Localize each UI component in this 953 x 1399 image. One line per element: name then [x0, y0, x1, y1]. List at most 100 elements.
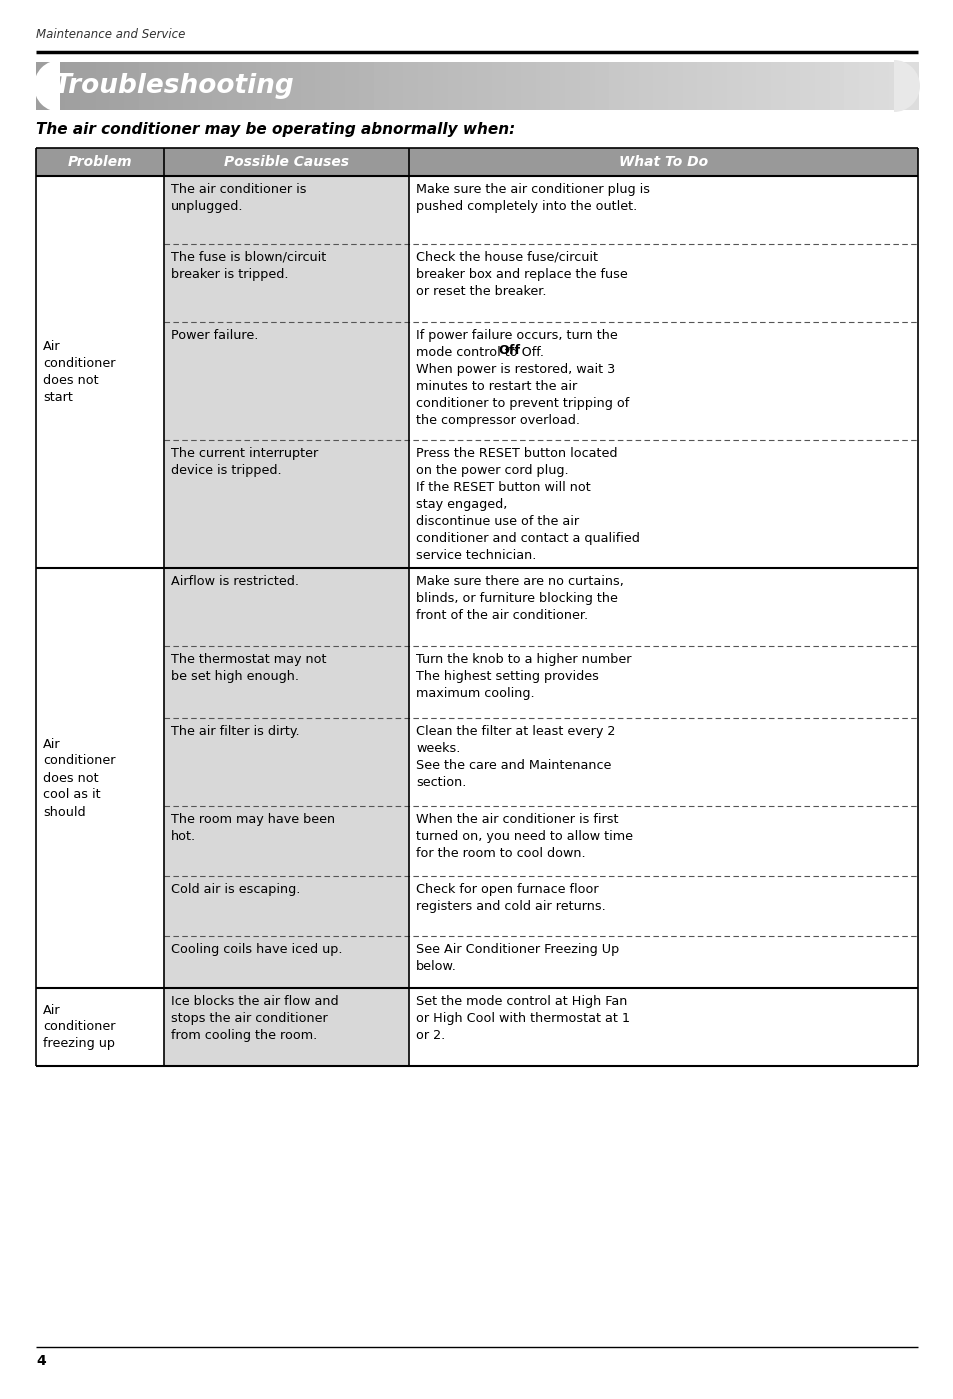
- Bar: [241, 62, 257, 111]
- Text: The air conditioner may be operating abnormally when:: The air conditioner may be operating abn…: [36, 122, 515, 137]
- Bar: [409, 876, 917, 936]
- Text: When the air conditioner is first
turned on, you need to allow time
for the room: When the air conditioner is first turned…: [416, 813, 633, 860]
- Bar: [374, 62, 390, 111]
- Circle shape: [36, 62, 84, 111]
- Bar: [36, 176, 164, 568]
- Text: Troubleshooting: Troubleshooting: [54, 73, 294, 99]
- Text: Airflow is restricted.: Airflow is restricted.: [171, 575, 298, 588]
- Bar: [873, 62, 888, 111]
- Text: The air conditioner is
unplugged.: The air conditioner is unplugged.: [171, 183, 306, 213]
- Text: See Air Conditioner Freezing Up
below.: See Air Conditioner Freezing Up below.: [416, 943, 618, 972]
- Wedge shape: [34, 60, 60, 85]
- Text: Make sure there are no curtains,
blinds, or furniture blocking the
front of the : Make sure there are no curtains, blinds,…: [416, 575, 623, 623]
- Bar: [770, 62, 786, 111]
- Bar: [110, 62, 125, 111]
- Bar: [168, 62, 184, 111]
- Bar: [271, 62, 287, 111]
- Bar: [315, 62, 331, 111]
- Bar: [164, 876, 409, 936]
- Bar: [843, 62, 860, 111]
- Bar: [164, 441, 409, 568]
- Text: Make sure the air conditioner plug is
pushed completely into the outlet.: Make sure the air conditioner plug is pu…: [416, 183, 649, 213]
- Text: Check for open furnace floor
registers and cold air returns.: Check for open furnace floor registers a…: [416, 883, 605, 914]
- Bar: [164, 806, 409, 876]
- Text: Cooling coils have iced up.: Cooling coils have iced up.: [171, 943, 342, 956]
- Text: Set the mode control at High Fan
or High Cool with thermostat at 1
or 2.: Set the mode control at High Fan or High…: [416, 995, 629, 1042]
- Text: The thermostat may not
be set high enough.: The thermostat may not be set high enoug…: [171, 653, 326, 683]
- Bar: [164, 568, 409, 646]
- Bar: [609, 62, 624, 111]
- Text: If power failure occurs, turn the
mode control to Off.
When power is restored, w: If power failure occurs, turn the mode c…: [416, 329, 629, 427]
- Text: Turn the knob to a higher number
The highest setting provides
maximum cooling.: Turn the knob to a higher number The hig…: [416, 653, 631, 700]
- Text: Air
conditioner
does not
cool as it
should: Air conditioner does not cool as it shou…: [43, 737, 115, 818]
- Bar: [550, 62, 566, 111]
- Bar: [829, 62, 844, 111]
- Bar: [740, 62, 757, 111]
- Bar: [164, 322, 409, 441]
- Text: Cold air is escaping.: Cold air is escaping.: [171, 883, 300, 895]
- Bar: [66, 62, 81, 111]
- Bar: [344, 62, 360, 111]
- Bar: [667, 62, 683, 111]
- Bar: [197, 62, 213, 111]
- Bar: [256, 62, 272, 111]
- Text: Maintenance and Service: Maintenance and Service: [36, 28, 185, 41]
- Bar: [51, 62, 67, 111]
- Bar: [447, 62, 463, 111]
- Bar: [153, 62, 169, 111]
- Bar: [536, 62, 551, 111]
- Bar: [409, 441, 917, 568]
- Bar: [164, 718, 409, 806]
- Bar: [902, 62, 918, 111]
- Bar: [66, 62, 81, 111]
- Bar: [409, 322, 917, 441]
- Bar: [726, 62, 741, 111]
- Bar: [183, 62, 198, 111]
- Bar: [124, 62, 140, 111]
- Text: What To Do: What To Do: [618, 155, 707, 169]
- Bar: [213, 62, 228, 111]
- Bar: [330, 62, 345, 111]
- Text: Ice blocks the air flow and
stops the air conditioner
from cooling the room.: Ice blocks the air flow and stops the ai…: [171, 995, 338, 1042]
- Bar: [462, 62, 477, 111]
- Bar: [682, 62, 698, 111]
- Text: Air
conditioner
freezing up: Air conditioner freezing up: [43, 1003, 115, 1051]
- Bar: [476, 62, 492, 111]
- Text: Air
conditioner
does not
start: Air conditioner does not start: [43, 340, 115, 404]
- Bar: [594, 62, 610, 111]
- Bar: [859, 62, 874, 111]
- Bar: [300, 62, 316, 111]
- Bar: [409, 243, 917, 322]
- Bar: [623, 62, 639, 111]
- Bar: [785, 62, 801, 111]
- Bar: [36, 568, 164, 988]
- Text: The fuse is blown/circuit
breaker is tripped.: The fuse is blown/circuit breaker is tri…: [171, 250, 326, 281]
- Bar: [359, 62, 375, 111]
- Bar: [887, 62, 903, 111]
- Bar: [409, 988, 917, 1066]
- Text: Power failure.: Power failure.: [171, 329, 258, 341]
- Bar: [36, 62, 51, 111]
- Bar: [286, 62, 301, 111]
- Text: Problem: Problem: [68, 155, 132, 169]
- Bar: [409, 568, 917, 646]
- Bar: [653, 62, 668, 111]
- Text: The room may have been
hot.: The room may have been hot.: [171, 813, 335, 844]
- Wedge shape: [893, 85, 919, 112]
- Bar: [36, 988, 164, 1066]
- Bar: [164, 936, 409, 988]
- Bar: [409, 176, 917, 243]
- Bar: [409, 936, 917, 988]
- Bar: [409, 806, 917, 876]
- Bar: [164, 988, 409, 1066]
- Bar: [520, 62, 537, 111]
- Bar: [164, 646, 409, 718]
- Bar: [491, 62, 507, 111]
- Bar: [433, 62, 448, 111]
- Bar: [36, 148, 164, 176]
- Text: The current interrupter
device is tripped.: The current interrupter device is trippe…: [171, 448, 318, 477]
- Wedge shape: [893, 60, 919, 85]
- Bar: [506, 62, 521, 111]
- Text: The air filter is dirty.: The air filter is dirty.: [171, 725, 299, 739]
- Bar: [80, 62, 95, 111]
